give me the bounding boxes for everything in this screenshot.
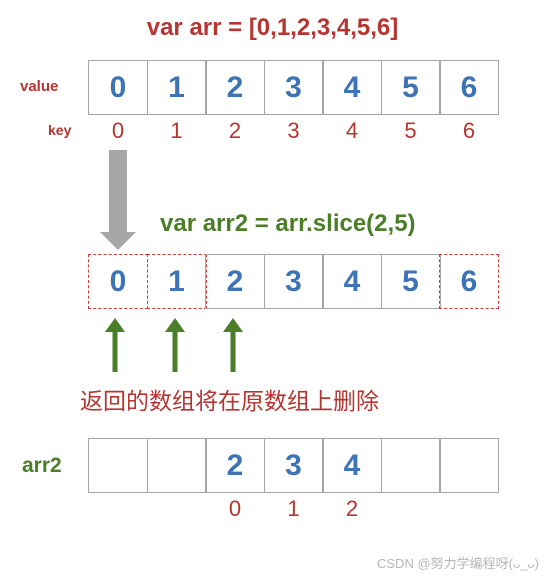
- arr2-cell: 4: [322, 438, 382, 493]
- arr-cell: 1: [147, 60, 207, 115]
- code-line-arr-decl: var arr = [0,1,2,3,4,5,6]: [0, 14, 545, 42]
- arr2-row: 234: [88, 438, 499, 493]
- arr2-cell: [381, 438, 441, 493]
- arr-sliced-cell: 1: [147, 254, 207, 309]
- watermark: CSDN @努力学编程呀(ᴗ_ᴗ): [377, 553, 539, 572]
- key-cell: 0: [205, 496, 265, 522]
- key-cell: 4: [322, 118, 382, 144]
- arr2-cell: 2: [205, 438, 265, 493]
- arr-sliced-cell: 3: [264, 254, 324, 309]
- arr-row: 0123456: [88, 60, 499, 115]
- arr-cell: 2: [205, 60, 265, 115]
- key-cell: 2: [205, 118, 265, 144]
- caption-text: 返回的数组将在原数组上删除: [80, 382, 379, 416]
- arr2-cell: [439, 438, 499, 493]
- arr-sliced-cell: 0: [88, 254, 148, 309]
- key-cell: [88, 496, 148, 522]
- key-cell: 1: [264, 496, 324, 522]
- label-value: value: [20, 78, 58, 95]
- key-cell: 1: [147, 118, 207, 144]
- arr2-cell: 3: [264, 438, 324, 493]
- arr2-keys-row: 012: [88, 496, 499, 522]
- key-cell: 3: [264, 118, 324, 144]
- arr-cell: 4: [322, 60, 382, 115]
- arr-sliced-cell: 4: [322, 254, 382, 309]
- key-cell: 2: [322, 496, 382, 522]
- key-cell: [439, 496, 499, 522]
- arr2-cell: [88, 438, 148, 493]
- key-cell: [147, 496, 207, 522]
- label-key: key: [48, 122, 71, 138]
- key-cell: [381, 496, 441, 522]
- arr-sliced-cell: 6: [439, 254, 499, 309]
- arr-keys-row: 0123456: [88, 118, 499, 144]
- arr-sliced-cell: 5: [381, 254, 441, 309]
- key-cell: 5: [381, 118, 441, 144]
- arr-sliced-cell: 2: [205, 254, 265, 309]
- key-cell: 6: [439, 118, 499, 144]
- key-cell: 0: [88, 118, 148, 144]
- code-line-slice: var arr2 = arr.slice(2,5): [160, 210, 416, 238]
- arr-cell: 6: [439, 60, 499, 115]
- arr-cell: 5: [381, 60, 441, 115]
- label-arr2: arr2: [22, 454, 62, 478]
- arr-sliced-row: 0123456: [88, 254, 499, 309]
- arr-cell: 0: [88, 60, 148, 115]
- arr2-cell: [147, 438, 207, 493]
- arr-cell: 3: [264, 60, 324, 115]
